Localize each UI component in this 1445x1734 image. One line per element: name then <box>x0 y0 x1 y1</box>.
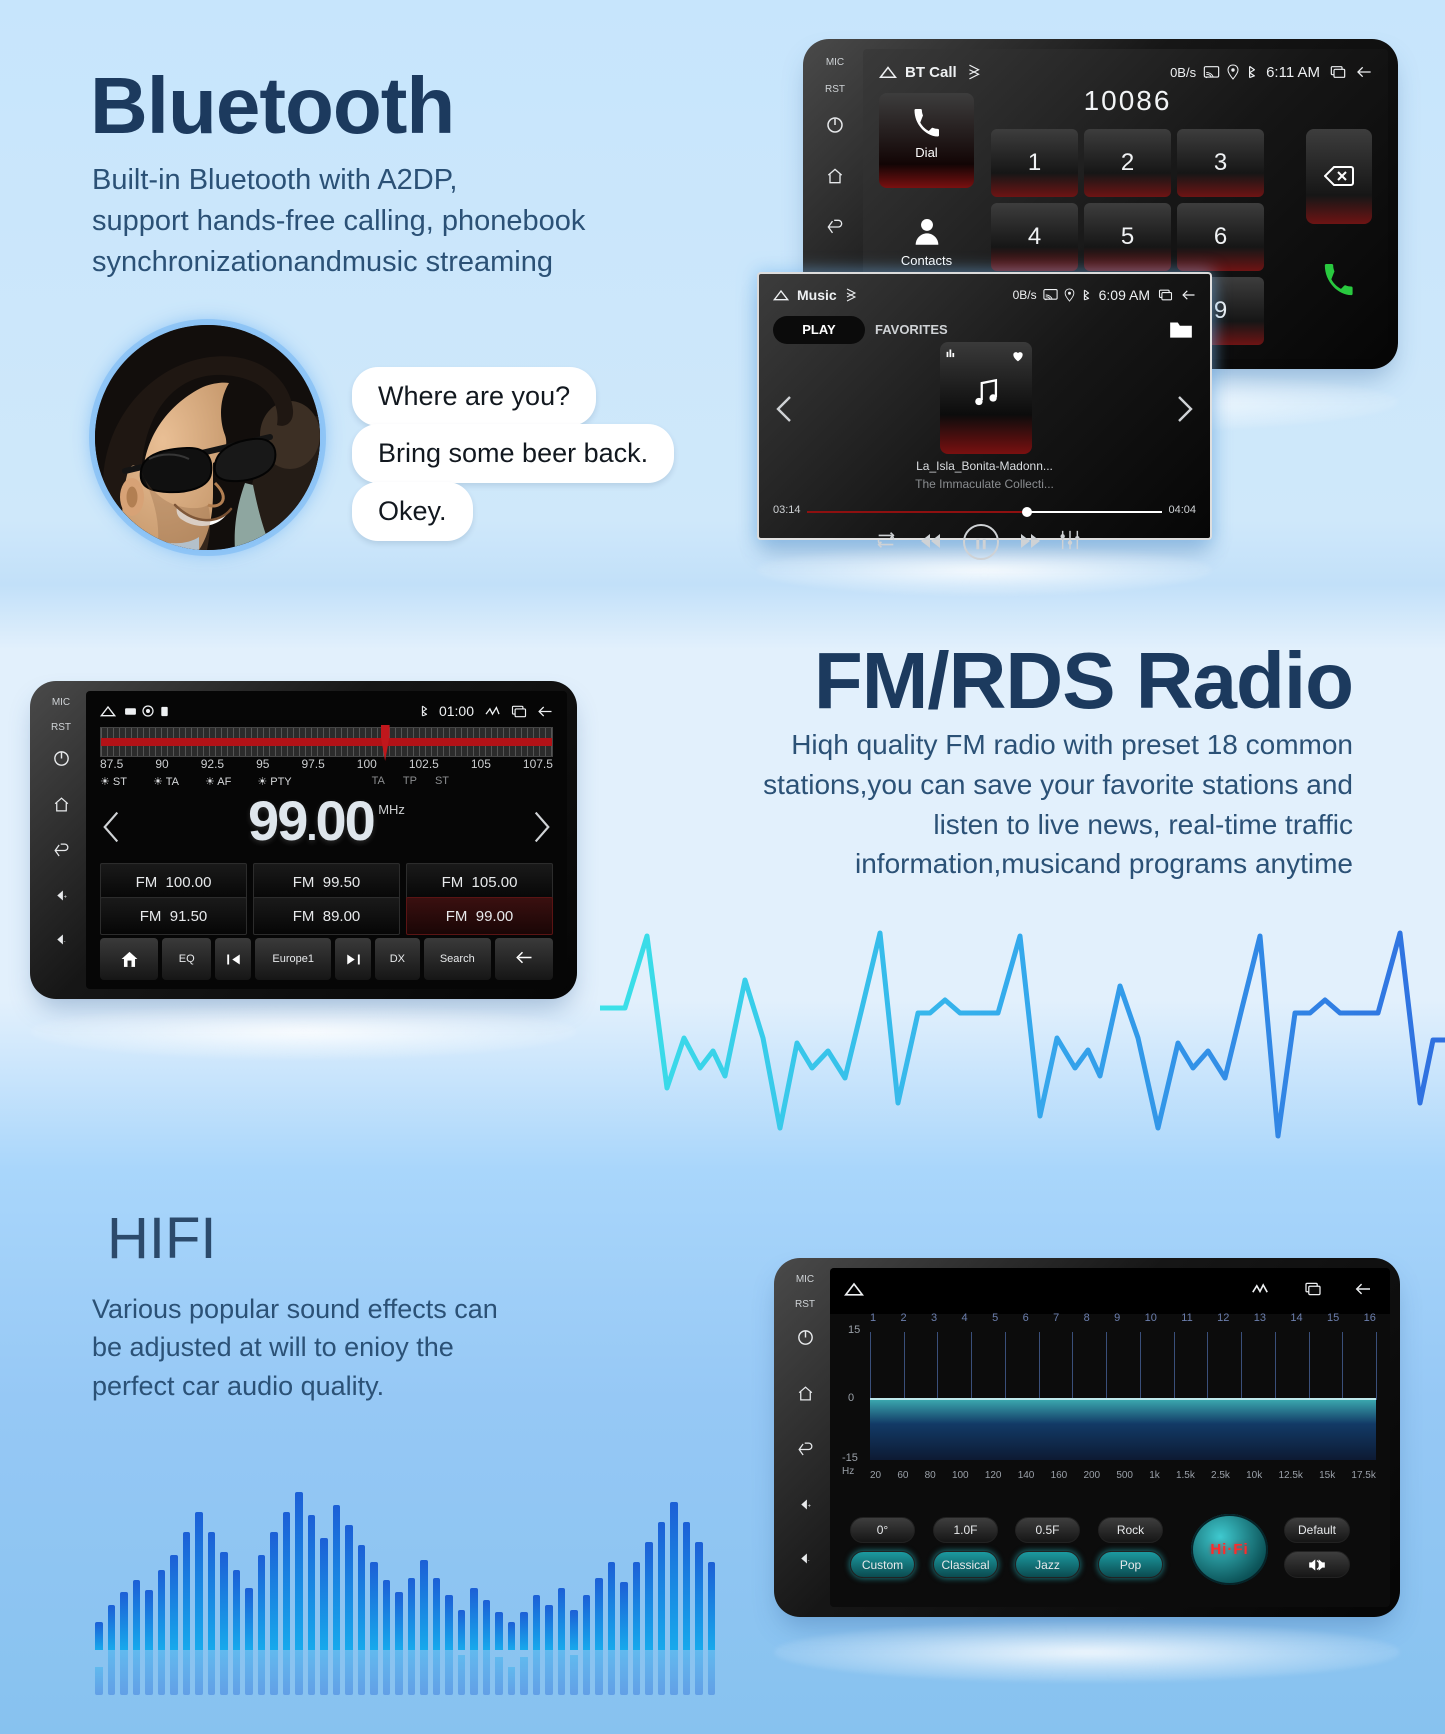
svg-text:-: - <box>63 938 65 944</box>
svg-text:+: + <box>807 1503 811 1509</box>
svg-text:+: + <box>63 894 67 900</box>
svg-text:-: - <box>807 1557 809 1563</box>
